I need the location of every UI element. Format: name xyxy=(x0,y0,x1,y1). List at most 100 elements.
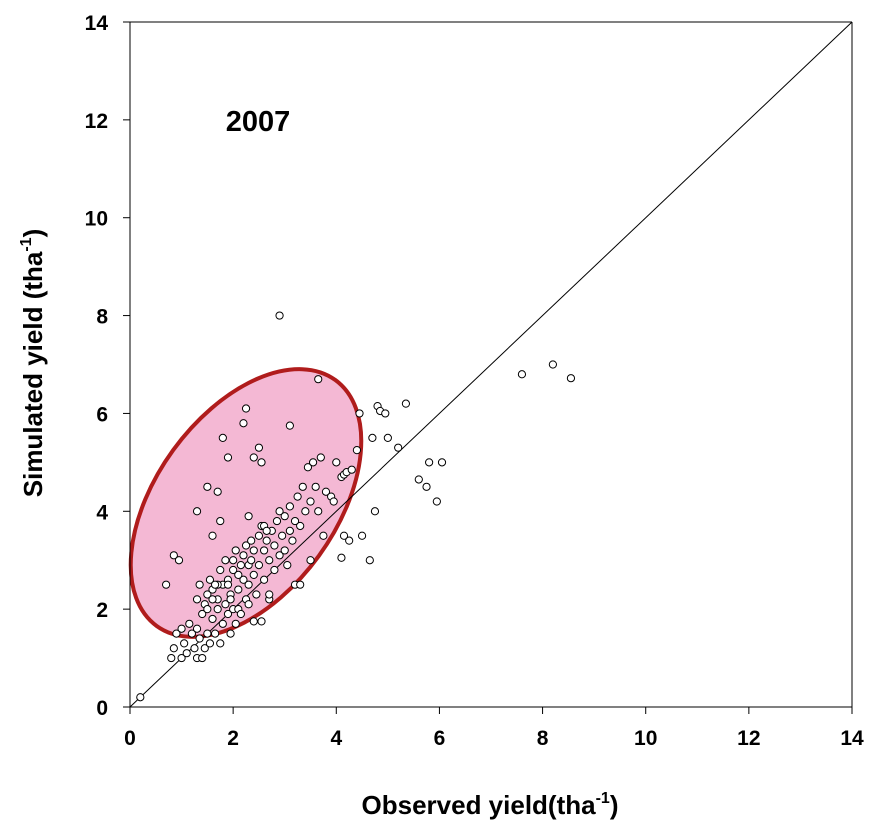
data-point xyxy=(275,551,284,560)
data-point xyxy=(257,458,266,467)
data-point xyxy=(223,453,233,462)
data-point xyxy=(319,531,328,540)
data-point xyxy=(205,639,215,648)
data-point xyxy=(337,553,346,562)
data-point xyxy=(244,600,253,609)
data-point xyxy=(298,482,307,491)
data-point xyxy=(162,580,171,589)
axis-ticks: 0 2 4 6 8 10 12 14 0 2 4 6 8 10 12 14 xyxy=(85,12,864,750)
data-point xyxy=(249,570,258,579)
y-tick-label: 4 xyxy=(96,501,108,524)
data-point xyxy=(437,458,447,467)
data-point xyxy=(548,360,557,369)
data-point xyxy=(301,507,310,516)
data-point xyxy=(566,374,576,383)
data-point xyxy=(205,575,215,584)
data-point xyxy=(345,536,354,545)
y-tick-label: 2 xyxy=(96,599,108,622)
data-point xyxy=(208,595,217,604)
data-point xyxy=(425,458,434,467)
data-point xyxy=(306,556,315,565)
data-point xyxy=(195,634,204,643)
y-tick-label: 8 xyxy=(96,306,108,329)
data-point xyxy=(285,502,294,511)
data-point xyxy=(208,531,217,540)
data-point xyxy=(352,446,362,455)
data-point xyxy=(221,556,230,565)
data-point xyxy=(221,600,230,609)
x-tick-label: 10 xyxy=(634,727,657,750)
data-point xyxy=(187,629,196,638)
data-point xyxy=(229,565,238,575)
data-point xyxy=(174,556,184,565)
data-point xyxy=(275,311,284,320)
data-point xyxy=(247,536,256,545)
data-point xyxy=(172,629,181,638)
data-point xyxy=(381,409,390,418)
data-point xyxy=(249,546,258,555)
x-tick-label: 2 xyxy=(227,727,239,750)
data-point xyxy=(254,443,264,452)
data-point xyxy=(210,629,220,638)
y-tick-label: 12 xyxy=(85,110,108,133)
data-point xyxy=(203,605,212,614)
data-point xyxy=(169,551,178,560)
data-point xyxy=(265,556,274,565)
data-point xyxy=(200,644,209,653)
data-point xyxy=(216,639,225,648)
data-point xyxy=(203,482,212,491)
data-point xyxy=(414,475,423,484)
data-point xyxy=(198,653,207,663)
x-tick-label: 14 xyxy=(840,727,864,750)
highlight-ellipse xyxy=(128,367,364,639)
data-point xyxy=(254,561,264,570)
data-point xyxy=(192,507,202,516)
data-point xyxy=(303,463,313,472)
data-point xyxy=(394,443,403,452)
data-point xyxy=(216,565,225,575)
data-point xyxy=(203,590,212,599)
data-point xyxy=(247,556,256,565)
data-point xyxy=(347,465,356,474)
data-point xyxy=(270,541,279,550)
y-axis-title: Simulated yield (tha-1) xyxy=(18,229,48,498)
data-point xyxy=(236,609,245,619)
data-point xyxy=(254,531,264,540)
x-tick-label: 8 xyxy=(537,727,549,750)
data-point xyxy=(365,556,374,565)
data-point xyxy=(223,609,233,619)
data-point xyxy=(198,609,207,619)
data-point xyxy=(234,570,243,579)
y-tick-label: 6 xyxy=(96,403,108,426)
data-point xyxy=(210,580,220,589)
data-point xyxy=(249,617,258,626)
data-point xyxy=(278,531,287,540)
data-point xyxy=(332,458,341,467)
data-point xyxy=(293,492,302,501)
chart-annotation: 2007 xyxy=(226,106,291,138)
data-point xyxy=(285,526,294,535)
data-point xyxy=(296,580,305,589)
data-point xyxy=(259,575,269,584)
data-point xyxy=(252,590,261,599)
data-point xyxy=(306,497,315,506)
data-point xyxy=(288,536,297,545)
data-point xyxy=(182,649,191,658)
x-tick-label: 6 xyxy=(434,727,446,750)
data-point xyxy=(192,595,202,604)
data-point xyxy=(355,409,364,418)
data-point xyxy=(229,556,238,565)
data-point xyxy=(195,580,204,589)
data-point xyxy=(218,433,227,442)
data-point xyxy=(136,693,145,702)
data-point xyxy=(223,580,233,589)
data-point xyxy=(216,516,225,526)
data-point xyxy=(257,617,266,626)
data-point xyxy=(329,497,338,506)
data-point xyxy=(241,541,251,550)
data-point xyxy=(226,629,235,638)
x-axis-title: Observed yield(tha-1) xyxy=(362,790,619,820)
x-tick-label: 0 xyxy=(124,727,136,750)
data-point xyxy=(234,585,243,594)
data-point xyxy=(314,507,323,516)
